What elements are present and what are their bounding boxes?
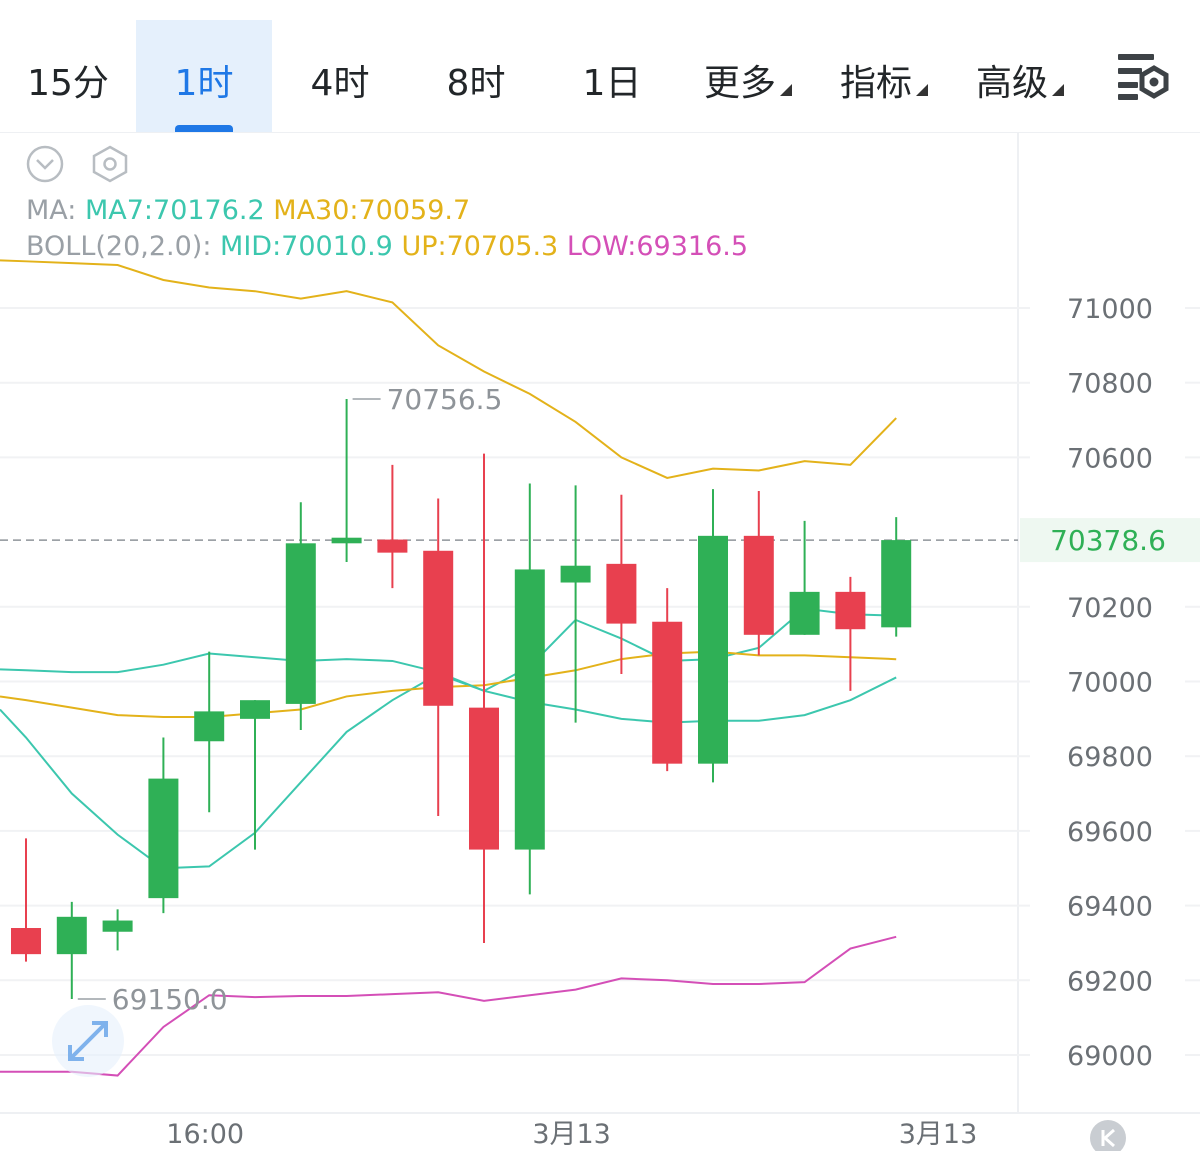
interval-toolbar: 15分 1时 4时 8时 1日 更多 指标 高级 <box>0 0 1200 133</box>
dropdown-caret-icon <box>916 84 928 96</box>
max-price-label: 70756.5 <box>387 383 503 416</box>
candle-body <box>423 550 454 706</box>
kline-chart[interactable]: 71000 70800 70600 70200 70000 69800 69600 69400… <box>0 133 1200 1151</box>
tab-label: 指标 <box>839 63 912 104</box>
scroll-to-latest-button[interactable] <box>1090 1120 1126 1151</box>
candle-body <box>743 535 774 635</box>
tab-1hour[interactable]: 1时 <box>136 20 272 132</box>
tab-label: 15分 <box>27 63 109 104</box>
series-line-low <box>0 935 897 1077</box>
chart-settings-icon <box>1118 54 1169 100</box>
dropdown-caret-icon <box>1052 84 1064 96</box>
candle-body <box>240 700 270 719</box>
candle-body <box>56 916 87 955</box>
boll-label: BOLL(20,2.0): <box>26 231 212 262</box>
candle-body <box>469 707 499 850</box>
y-tick-label: 70200 <box>1067 593 1153 624</box>
fullscreen-button[interactable] <box>52 1005 124 1077</box>
expand-arrows-icon <box>68 1021 108 1061</box>
tab-label: 8时 <box>446 63 506 104</box>
tab-15min[interactable]: 15分 <box>0 20 136 132</box>
collapse-indicators-button[interactable] <box>26 145 64 183</box>
boll-mid-value: MID:70010.9 <box>220 231 393 262</box>
candle-body <box>652 621 683 764</box>
candle-body <box>835 591 866 630</box>
last-price-label: 70378.6 <box>1050 524 1166 557</box>
tab-indicators[interactable]: 指标 <box>816 20 952 132</box>
x-tick-label: 16:00 <box>166 1119 244 1150</box>
ma-indicator-line: MA: MA7:70176.2 MA30:70059.7 <box>26 195 470 226</box>
tab-advanced[interactable]: 高级 <box>952 20 1088 132</box>
y-tick-label: 69400 <box>1067 892 1153 923</box>
candle-body <box>102 920 133 932</box>
candle-body <box>285 543 316 704</box>
x-tick-label: 3月13 <box>899 1119 978 1150</box>
candle-body <box>331 537 362 544</box>
y-tick-label: 70000 <box>1067 668 1153 699</box>
tab-label: 1日 <box>582 63 642 104</box>
tab-1day[interactable]: 1日 <box>544 20 680 132</box>
active-tab-indicator <box>175 125 233 132</box>
candlestick-chart-svg[interactable]: 71000 70800 70600 70200 70000 69800 69600 69400… <box>0 133 1200 1151</box>
series-line-up <box>0 259 897 479</box>
hexagon-settings-icon <box>92 145 128 183</box>
candle-body <box>194 711 225 742</box>
y-tick-label: 69600 <box>1067 817 1153 848</box>
min-price-label: 69150.0 <box>112 983 228 1016</box>
chart-settings-button[interactable] <box>1110 46 1172 108</box>
tab-label: 高级 <box>975 63 1048 104</box>
y-tick-label: 70600 <box>1067 443 1153 474</box>
tab-4hour[interactable]: 4时 <box>272 20 408 132</box>
tab-label: 4时 <box>310 63 370 104</box>
ma-label: MA: <box>26 195 77 226</box>
y-tick-label: 70800 <box>1067 369 1153 400</box>
boll-low-value: LOW:69316.5 <box>566 231 749 262</box>
tab-8hour[interactable]: 8时 <box>408 20 544 132</box>
ma7-value: MA7:70176.2 <box>84 195 265 226</box>
candle-body <box>606 563 637 624</box>
y-tick-label: 69800 <box>1067 742 1153 773</box>
tab-more[interactable]: 更多 <box>680 20 816 132</box>
x-tick-label: 3月13 <box>532 1119 611 1150</box>
indicator-settings-button[interactable] <box>90 145 130 183</box>
candle-body <box>560 565 591 583</box>
candle-body <box>377 539 408 553</box>
tab-label: 更多 <box>703 63 776 104</box>
y-tick-label: 69000 <box>1067 1041 1153 1072</box>
candle-body <box>698 535 728 764</box>
candle-body <box>148 778 179 899</box>
y-tick-label: 71000 <box>1067 294 1153 325</box>
ma30-value: MA30:70059.7 <box>273 195 471 226</box>
chevron-down-circle-icon <box>26 145 64 183</box>
boll-indicator-line: BOLL(20,2.0): MID:70010.9 UP:70705.3 LOW… <box>26 231 748 262</box>
k-logo-icon <box>1101 1128 1115 1148</box>
candle-body <box>789 591 820 635</box>
candle-body <box>514 569 545 850</box>
dropdown-caret-icon <box>780 84 792 96</box>
last-price-tag-bg <box>1020 518 1200 563</box>
y-tick-label: 69200 <box>1067 966 1153 997</box>
tab-label: 1时 <box>174 63 234 104</box>
candle-body <box>881 540 912 628</box>
boll-up-value: UP:70705.3 <box>401 231 559 262</box>
candle-body <box>11 928 41 955</box>
